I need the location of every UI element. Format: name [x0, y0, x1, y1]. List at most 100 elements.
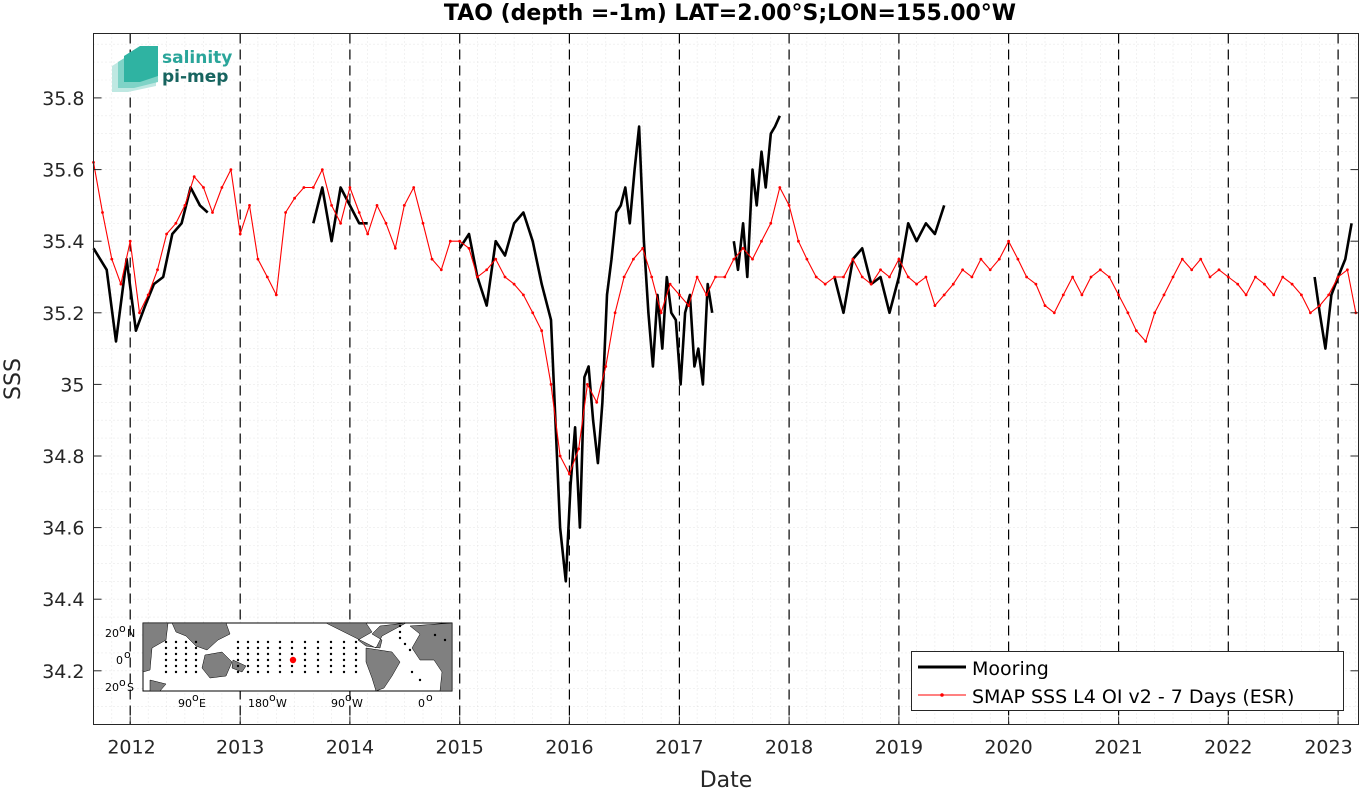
series-smap-point	[284, 211, 287, 214]
series-smap-point	[1043, 304, 1047, 307]
series-smap-point	[1236, 282, 1240, 286]
series-smap-point	[1254, 275, 1257, 279]
x-tick-label: 2023	[1304, 737, 1352, 759]
series-smap-point	[393, 246, 397, 250]
series-smap-point	[1052, 311, 1056, 315]
series-smap-point	[678, 293, 681, 297]
buoy-marker	[433, 633, 437, 637]
buoy-marker	[164, 658, 168, 662]
series-smap-point	[1061, 293, 1065, 297]
logo-line-1: salinity	[162, 48, 232, 68]
chart-title: TAO (depth =-1m) LAT=2.00°S;LON=155.00°W	[444, 1, 1016, 26]
legend-box	[911, 651, 1344, 711]
svg-text:0: 0	[418, 697, 425, 710]
series-smap-point	[1089, 275, 1093, 279]
buoy-marker	[174, 646, 178, 650]
series-smap-point	[1217, 268, 1221, 272]
series-smap-point	[1153, 311, 1157, 315]
buoy-marker	[174, 664, 178, 668]
series-smap-point	[915, 282, 918, 286]
buoy-marker	[246, 658, 250, 662]
buoy-marker	[354, 658, 358, 662]
series-smap-point	[439, 268, 443, 272]
series-smap-point	[1281, 275, 1285, 279]
buoy-marker	[236, 640, 240, 644]
y-axis-label: SSS	[1, 358, 26, 400]
inset-map-land	[142, 622, 453, 692]
series-smap-point	[1318, 304, 1322, 307]
buoy-marker	[164, 640, 168, 644]
legend-label-smap: SMAP SSS L4 OI v2 - 7 Days (ESR)	[972, 686, 1294, 708]
x-tick-label: 2018	[765, 737, 813, 759]
svg-text:E: E	[199, 697, 206, 710]
buoy-marker	[303, 670, 307, 674]
y-tick-label: 35.2	[42, 303, 84, 325]
series-smap-point	[687, 304, 691, 307]
buoy-marker	[329, 646, 333, 650]
buoy-marker	[329, 658, 333, 662]
buoy-marker	[342, 652, 346, 656]
buoy-marker	[303, 652, 307, 656]
series-smap-point	[174, 221, 178, 225]
series-mooring-line	[312, 186, 368, 243]
tao-array-buoys	[164, 624, 447, 682]
buoy-marker	[236, 670, 240, 674]
buoy-marker	[403, 642, 407, 646]
series-smap-point	[760, 239, 763, 243]
series-smap-point	[421, 221, 425, 225]
series-smap-point	[467, 246, 471, 250]
buoy-marker	[246, 670, 250, 674]
series-smap-point	[293, 196, 296, 200]
buoy-marker	[398, 624, 402, 628]
inset-lat-labels: 20 o N 0 o 20 o S	[105, 622, 135, 694]
x-axis-label: Date	[700, 768, 753, 790]
series-smap-point	[1263, 282, 1266, 286]
x-tick-label: 2019	[875, 737, 923, 759]
buoy-marker	[354, 664, 358, 668]
series-smap-point	[1346, 268, 1349, 272]
legend-entry-smap: SMAP SSS L4 OI v2 - 7 Days (ESR)	[918, 686, 1294, 708]
x-tick-label: 2021	[1094, 737, 1142, 759]
buoy-marker	[316, 670, 320, 674]
series-smap-point	[430, 257, 434, 261]
buoy-marker	[246, 664, 250, 668]
series-smap-point	[1171, 275, 1175, 279]
buoy-marker	[174, 658, 178, 662]
buoy-marker	[184, 670, 188, 674]
series-smap-point	[339, 221, 342, 225]
selected-mooring-marker	[289, 656, 297, 664]
series-smap-point	[604, 365, 608, 368]
svg-text:o: o	[119, 676, 126, 689]
series-smap-point	[1117, 293, 1120, 297]
series-smap-point	[384, 221, 388, 225]
y-axis: 34.2 34.4 34.6 34.8 35 35.2 35.4 35.6 35.8	[42, 88, 1359, 683]
svg-text:W: W	[352, 697, 363, 710]
series-smap-point	[879, 268, 882, 272]
series-smap-point	[1107, 275, 1111, 279]
buoy-marker	[342, 670, 346, 674]
series-smap-point	[897, 257, 901, 261]
series-smap-point	[586, 383, 589, 386]
series-smap-point	[311, 186, 315, 189]
buoy-marker	[354, 646, 358, 650]
series-smap-point	[192, 175, 196, 179]
series-smap-point	[814, 275, 818, 279]
x-tick-label: 2016	[545, 737, 593, 759]
buoy-marker	[316, 664, 320, 668]
buoy-marker	[316, 640, 320, 644]
series-smap-point	[1226, 275, 1230, 279]
series-smap-point	[202, 186, 205, 189]
y-tick-label: 35.4	[42, 231, 84, 253]
x-tick-label: 2012	[107, 737, 155, 759]
plot-frame	[93, 33, 1359, 725]
buoy-marker	[329, 640, 333, 644]
series-smap-point	[823, 282, 827, 286]
series-smap-point	[659, 311, 663, 315]
series-smap-point	[622, 275, 626, 279]
y-tick-label: 35.8	[42, 88, 84, 110]
series-mooring-line	[1313, 223, 1353, 350]
series-smap-point	[613, 311, 617, 315]
buoy-marker	[316, 652, 320, 656]
buoy-marker	[342, 658, 346, 662]
buoy-marker	[256, 658, 260, 662]
